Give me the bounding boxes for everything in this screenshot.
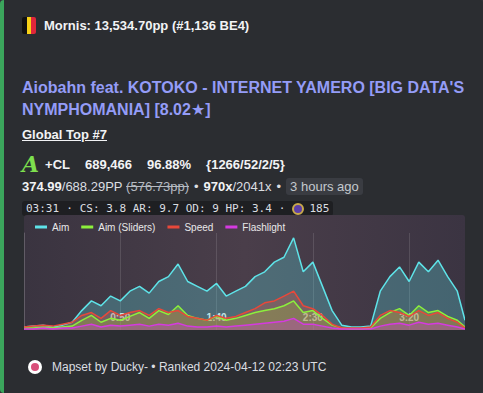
svg-text:Aim (Sliders): Aim (Sliders) bbox=[98, 222, 155, 233]
html-text:03:31: 03:31 bbox=[26, 202, 60, 215]
html-text:3 hours ago: 3 hours ago bbox=[290, 179, 359, 194]
html-text:CS: 3.8 AR: 9.7 OD: 9 HP: 3.4: CS: 3.8 AR: 9.7 OD: 9 HP: 3.4 bbox=[79, 202, 272, 215]
svg-text:Speed: Speed bbox=[184, 222, 213, 233]
svg-text:Aim: Aim bbox=[52, 222, 69, 233]
html-text:374.99 /688.29PP (576.73pp) •: 374.99 /688.29PP (576.73pp) • 970x /2041… bbox=[22, 179, 282, 194]
html-text:Global Top #7: Global Top #7 bbox=[22, 127, 107, 142]
html-text:Mapset by Ducky- • Ranked 2024: Mapset by Ducky- • Ranked 2024-04-12 02:… bbox=[52, 360, 327, 374]
html-text:{1266/52/2/5}: {1266/52/2/5} bbox=[206, 156, 285, 172]
html-text:A +CL: A +CL bbox=[22, 151, 70, 177]
svg-text:Flashlight: Flashlight bbox=[242, 222, 285, 233]
html-text:689,466: 689,466 bbox=[85, 156, 132, 172]
html-text:Mornis: 13,534.70pp (#1,136 BE: Mornis: 13,534.70pp (#1,136 BE4) bbox=[44, 18, 250, 33]
html-text:Aiobahn feat. KOTOKO - INTERNE: Aiobahn feat. KOTOKO - INTERNET YAMERO [… bbox=[22, 79, 464, 118]
html-text:96.88%: 96.88% bbox=[147, 156, 192, 172]
html-text:185: 185 bbox=[309, 202, 330, 215]
